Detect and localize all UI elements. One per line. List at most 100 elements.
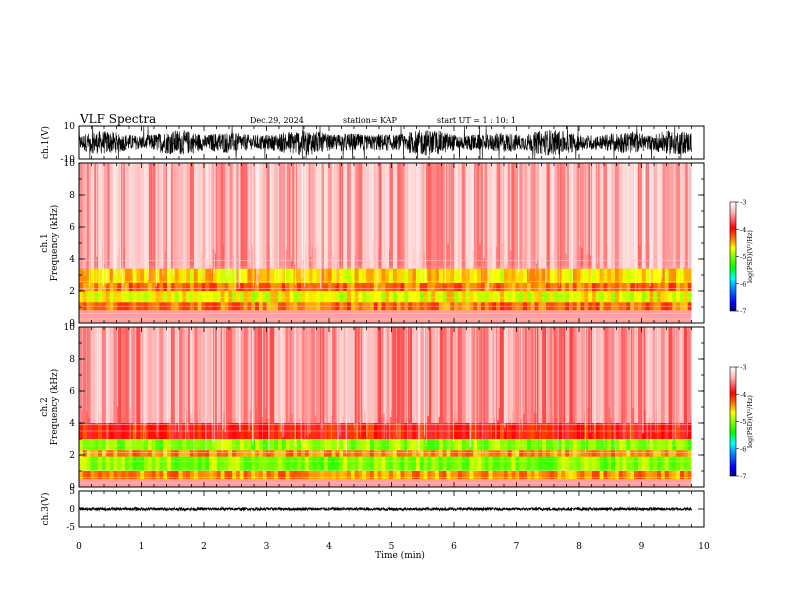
spectrogram-cell <box>435 439 440 451</box>
spectrogram-cell <box>503 163 509 269</box>
spectrogram-cell <box>258 439 264 451</box>
spectrogram-cell <box>373 283 378 291</box>
spectrogram-cell <box>438 456 443 471</box>
spectrogram-cell <box>496 283 501 291</box>
spectrogram-cell <box>377 268 382 283</box>
spectrogram-cell <box>557 450 562 457</box>
spectrogram-cell <box>408 291 413 303</box>
spectrogram-cell <box>247 283 252 291</box>
spectrogram-cell <box>255 450 260 457</box>
spectrogram-cell <box>79 268 84 283</box>
spectrogram-cell <box>243 471 248 479</box>
y-tick-label: 8 <box>69 191 75 201</box>
spectrogram-cell <box>117 471 122 479</box>
spectrogram-cell <box>680 163 685 269</box>
colorbar-tick-label: -4 <box>740 226 746 234</box>
spectrogram-cell <box>312 456 317 471</box>
spectrogram-cell <box>603 471 608 479</box>
spectrogram-cell <box>274 450 279 457</box>
spectrogram-cell <box>251 456 256 471</box>
spectrogram-cell <box>427 291 432 303</box>
spectrogram-cell <box>500 456 505 471</box>
spectrogram-cell <box>193 471 198 479</box>
spectrogram-cell <box>128 456 133 471</box>
spectrogram-cell <box>660 283 666 291</box>
spectrogram-cell <box>163 268 168 283</box>
spectrogram-cell <box>534 283 539 291</box>
spectrogram-cell <box>159 450 164 457</box>
spectrogram-cell <box>507 456 512 471</box>
spectrogram-cell <box>404 291 409 303</box>
spectrogram-cell <box>316 456 321 471</box>
spectrogram-cell <box>297 450 302 457</box>
spectrogram-cell <box>320 291 325 303</box>
spectrogram-cell <box>511 283 516 291</box>
spectrogram-cell <box>412 163 417 269</box>
spectrogram-cell <box>373 327 378 423</box>
spectrogram-cell <box>366 456 371 471</box>
spectrogram-cell <box>385 456 390 471</box>
spectrogram-cell <box>209 291 214 303</box>
spectrogram-cell <box>278 450 283 457</box>
spectrogram-cell <box>182 268 187 283</box>
spectrogram-cell <box>320 450 325 457</box>
spectrogram-cell <box>373 439 378 451</box>
spectrogram-cell <box>557 456 562 471</box>
spectrogram-cell <box>335 291 340 303</box>
spectrogram-cell <box>155 163 160 269</box>
spectrogram-cell <box>362 439 367 451</box>
spectrogram-cell <box>163 439 168 451</box>
spectrogram-cell <box>660 456 666 471</box>
spectrogram-cell <box>235 471 241 479</box>
spectrogram-cell <box>220 268 225 283</box>
spectrogram-cell <box>553 163 558 269</box>
spectrogram-cell <box>90 327 95 423</box>
spectrogram-cell <box>243 163 248 269</box>
spectrogram-cell <box>396 327 401 423</box>
spectrogram-cell <box>136 439 141 451</box>
spectrogram-cell <box>565 327 570 423</box>
spectrogram-cell <box>435 283 440 291</box>
spectrogram-cell <box>167 163 172 269</box>
spectrogram-cell <box>473 327 478 423</box>
spectrogram-cell <box>258 450 264 457</box>
spectrogram-cell <box>683 450 688 457</box>
spectrogram-cell <box>641 456 646 471</box>
spectrogram-cell <box>488 163 493 269</box>
spectrogram-cell <box>343 327 348 423</box>
spectrogram-cell <box>381 291 386 303</box>
spectrogram-cell <box>660 471 666 479</box>
spectrogram-cell <box>507 327 512 423</box>
spectrogram-cell <box>553 456 558 471</box>
spectrogram-cell <box>369 327 375 423</box>
ch3-waveform-panel: 5 0 -5 ch.3(V) <box>40 487 705 533</box>
spectrogram-cell <box>392 268 398 283</box>
spectrogram-cell <box>324 450 329 457</box>
spectrogram-cell <box>680 450 685 457</box>
spectrogram-cell <box>584 283 589 291</box>
spectrogram-cell <box>144 327 149 423</box>
spectrogram-cell <box>488 327 493 423</box>
spectrogram-cell <box>580 471 585 479</box>
spectrogram-cell <box>144 456 149 471</box>
spectrogram-cell <box>614 471 620 479</box>
spectrogram-cell <box>224 439 229 451</box>
spectrogram-cell <box>331 268 336 283</box>
spectrogram-cell <box>147 268 153 283</box>
spectrogram-cell <box>381 456 386 471</box>
spectrogram-cell <box>565 439 570 451</box>
spectrogram-cell <box>603 456 608 471</box>
spectrogram-cell <box>634 327 639 423</box>
spectrogram-cell <box>435 456 440 471</box>
spectrogram-cell <box>373 450 378 457</box>
spectrogram-cell <box>339 471 344 479</box>
spectrogram-cell <box>603 291 608 303</box>
spectrogram-cell <box>258 327 264 423</box>
spectrogram-cell <box>312 471 317 479</box>
spectrogram-cell <box>599 327 604 423</box>
spectrogram-cell <box>496 471 501 479</box>
spectrogram-cell <box>534 456 539 471</box>
spectrogram-cell <box>484 291 489 303</box>
spectrogram-cell <box>377 471 382 479</box>
